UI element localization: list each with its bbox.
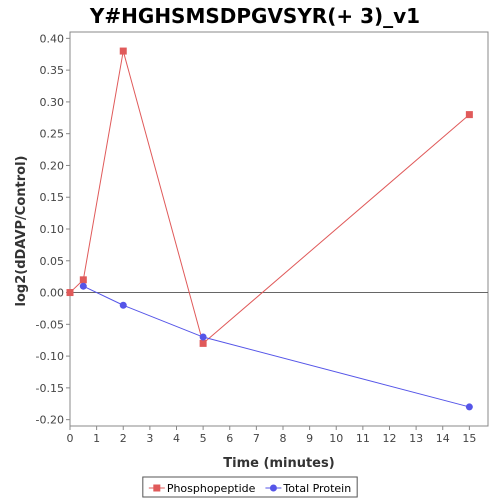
y-tick-label: 0.30 <box>40 96 65 109</box>
plot-area <box>69 31 489 427</box>
x-tick-label: 1 <box>93 432 100 445</box>
series-layer <box>66 47 473 411</box>
total-protein-point <box>199 333 207 341</box>
legend-box <box>142 476 358 498</box>
x-tick-label: 4 <box>173 432 180 445</box>
y-tick-label: 0.10 <box>40 223 65 236</box>
x-tick-label: 8 <box>279 432 286 445</box>
y-tick-label: -0.15 <box>36 382 64 395</box>
x-tick-label: 9 <box>306 432 313 445</box>
x-tick-label: 2 <box>120 432 127 445</box>
x-tick-label: 12 <box>382 432 396 445</box>
legend: Phosphopeptide Total Protein <box>142 476 358 498</box>
phosphopeptide-legend-label: Phosphopeptide <box>167 482 256 495</box>
y-axis-title: log2(dDAVP/Control) <box>14 156 29 307</box>
y-tick-label: -0.20 <box>36 414 64 427</box>
x-tick-label: 11 <box>356 432 370 445</box>
total-protein-point <box>465 403 473 411</box>
x-tick-label: 10 <box>329 432 343 445</box>
y-tick-label: 0.25 <box>40 128 65 141</box>
x-tick-label: 15 <box>462 432 476 445</box>
y-tick-label: 0.05 <box>40 255 65 268</box>
phosphopeptide-point <box>119 47 127 55</box>
plot-border <box>69 31 489 427</box>
phosphopeptide-legend-marker <box>153 484 161 492</box>
x-tick-label: 14 <box>436 432 450 445</box>
total-protein-point <box>119 301 127 309</box>
y-tick-label: 0.40 <box>40 32 65 45</box>
phosphopeptide-point <box>79 276 87 284</box>
x-tick-label: 6 <box>226 432 233 445</box>
y-tick-label: 0.15 <box>40 191 65 204</box>
total-protein-point <box>79 282 87 290</box>
phosphopeptide-point <box>199 339 207 347</box>
x-tick-label: 5 <box>200 432 207 445</box>
y-tick-label: 0.00 <box>40 287 65 300</box>
x-axis-title: Time (minutes) <box>223 456 334 471</box>
y-tick-label: -0.05 <box>36 318 64 331</box>
x-tick-label: 7 <box>253 432 260 445</box>
phosphopeptide-point <box>465 111 473 119</box>
y-tick-label: 0.35 <box>40 64 65 77</box>
x-tick-label: 3 <box>146 432 153 445</box>
chart-title: Y#HGHSMSDPGVSYR(+ 3)_v1 <box>89 4 420 28</box>
x-tick-label: 13 <box>409 432 423 445</box>
x-tick-label: 0 <box>67 432 74 445</box>
y-tick-label: 0.20 <box>40 159 65 172</box>
total-protein-legend-marker <box>269 484 277 492</box>
total-protein-legend-label: Total Protein <box>282 482 351 495</box>
y-tick-label: -0.10 <box>36 350 64 363</box>
y-axis: -0.20 -0.15 -0.10 -0.05 0.00 0.05 0.10 0.15 0.20… <box>36 32 70 427</box>
total-protein-line <box>83 285 470 408</box>
phosphopeptide-point <box>66 289 74 297</box>
x-axis: 0 1 2 3 4 5 6 7 8 9 10 11 12 13 14 15 <box>67 426 476 445</box>
